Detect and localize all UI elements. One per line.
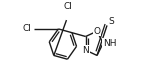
Text: S: S: [108, 17, 114, 26]
Text: NH: NH: [103, 39, 117, 48]
Text: O: O: [93, 27, 101, 36]
Text: Cl: Cl: [64, 2, 73, 11]
Text: Cl: Cl: [22, 24, 31, 33]
Text: N: N: [82, 46, 89, 55]
